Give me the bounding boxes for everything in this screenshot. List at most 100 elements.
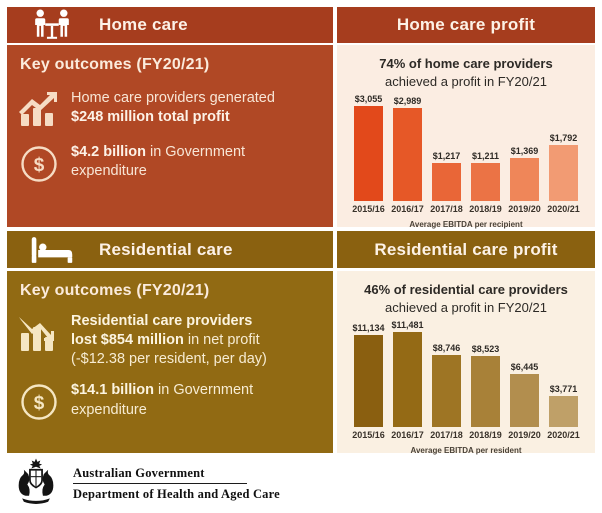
bar-year-label: 2015/16 <box>352 430 385 441</box>
bar-year-label: 2020/21 <box>547 430 580 441</box>
bar <box>432 163 461 202</box>
residential-key-outcomes-title: Key outcomes (FY20/21) <box>20 282 210 299</box>
home-profit-bullet: Home care providers generated $248 milli… <box>7 89 333 128</box>
home-expenditure-line2: expenditure <box>71 163 147 180</box>
bar-year-label: 2019/20 <box>508 430 541 441</box>
decline-chart-icon <box>7 313 71 353</box>
bar-column: $8,523 <box>467 344 504 428</box>
bars-row: $11,134 $11,481 $8,746 $8,523 $6,445 $3,771 <box>337 319 595 428</box>
bar-value-label: $1,211 <box>471 151 500 162</box>
footer-divider <box>73 482 247 484</box>
footer: Australian Government Department of Heal… <box>10 456 280 511</box>
home-expenditure-rest: in Government <box>145 144 246 160</box>
home-chart-caption: Average EBITDA per recipient <box>409 220 523 230</box>
bar-column: $8,746 <box>428 343 465 428</box>
residential-loss-text: Residential care providers lost $854 mil… <box>71 312 267 369</box>
bar-year-label: 2018/19 <box>469 430 502 441</box>
residential-expenditure-text: $14.1 billion in Government expenditure <box>71 381 253 419</box>
years-row: 2015/16 2016/17 2017/18 2018/19 2019/20 2020/… <box>337 204 595 214</box>
svg-text:$: $ <box>34 155 45 176</box>
home-care-profit-header: Home care profit <box>337 7 595 43</box>
home-chart-headline: 74% of home care providers achieved a pr… <box>337 55 595 90</box>
home-chart-headline-rest: achieved a profit in FY20/21 <box>385 73 547 89</box>
bar-value-label: $11,481 <box>391 320 424 331</box>
australian-coat-of-arms-logo <box>10 456 62 511</box>
years-row: 2015/16 2016/17 2017/18 2018/19 2019/20 2020/… <box>337 430 595 440</box>
bar <box>510 158 539 202</box>
meeting-table-icon <box>29 9 75 41</box>
bar-column: $3,771 <box>545 384 582 428</box>
residential-care-title: Residential care <box>99 239 233 259</box>
bar <box>432 355 461 428</box>
bar-value-label: $1,217 <box>432 151 461 162</box>
residential-chart-caption: Average EBITDA per resident <box>410 446 522 456</box>
bar-column: $3,055 <box>350 94 387 202</box>
residential-expenditure-amount: $14.1 billion <box>71 382 154 399</box>
bar-column: $2,989 <box>389 96 426 202</box>
bar <box>549 396 578 428</box>
home-key-outcomes-title: Key outcomes (FY20/21) <box>20 56 210 73</box>
residential-loss-line2-rest: in net profit <box>183 332 260 349</box>
bar-column: $11,481 <box>389 320 426 428</box>
bar <box>354 106 383 202</box>
home-key-outcomes-panel: Key outcomes (FY20/21) Home care provide… <box>7 45 333 227</box>
home-chart-headline-bold: 74% of home care providers <box>379 56 553 71</box>
residential-chart-headline-bold: 46% of residential care providers <box>364 282 568 297</box>
bar <box>510 374 539 428</box>
residential-key-outcomes-panel: Key outcomes (FY20/21) Residential care … <box>7 271 333 453</box>
bar <box>471 356 500 428</box>
bar <box>549 145 578 202</box>
bar-value-label: $3,771 <box>549 384 578 395</box>
home-profit-line1: Home care providers generated <box>71 90 275 106</box>
bar-year-label: 2017/18 <box>430 430 463 441</box>
footer-text: Australian Government Department of Heal… <box>73 466 280 502</box>
residential-loss-line1: Residential care providers <box>71 313 253 329</box>
bar-value-label: $8,746 <box>432 343 461 354</box>
bar-year-label: 2016/17 <box>391 204 424 215</box>
bar <box>393 332 422 428</box>
department-name: Department of Health and Aged Care <box>73 486 280 501</box>
residential-loss-bullet: Residential care providers lost $854 mil… <box>7 312 333 369</box>
residential-care-profit-title: Residential care profit <box>374 239 558 259</box>
bar-column: $6,445 <box>506 362 543 428</box>
bar <box>393 108 422 202</box>
svg-text:$: $ <box>34 393 45 414</box>
bar-value-label: $8,523 <box>471 344 500 355</box>
bar <box>354 335 383 428</box>
bar-value-label: $6,445 <box>510 362 539 373</box>
home-expenditure-amount: $4.2 billion <box>71 144 146 160</box>
home-care-title: Home care <box>99 15 188 34</box>
home-care-profit-title: Home care profit <box>396 15 536 34</box>
bars-row: $3,055 $2,989 $1,217 $1,211 $1,369 $1,792 <box>337 93 595 202</box>
bar-year-label: 2018/19 <box>469 204 502 215</box>
home-care-profit-chart-panel: 74% of home care providers achieved a pr… <box>337 45 595 230</box>
bar-year-label: 2015/16 <box>352 204 385 215</box>
residential-expenditure-line2: expenditure <box>71 401 147 418</box>
bar-column: $1,217 <box>428 151 465 202</box>
bar-value-label: $1,792 <box>549 133 578 144</box>
growth-chart-icon <box>7 90 71 128</box>
residential-care-profit-header: Residential care profit <box>337 231 595 268</box>
bar-column: $1,792 <box>545 133 582 202</box>
government-name: Australian Government <box>73 465 205 480</box>
bar-year-label: 2020/21 <box>547 204 580 215</box>
bar-year-label: 2019/20 <box>508 204 541 215</box>
residential-loss-line2-bold: lost $854 million <box>71 332 184 349</box>
bar-year-label: 2017/18 <box>430 204 463 215</box>
bar-year-label: 2016/17 <box>391 430 424 441</box>
bar-column: $11,134 <box>350 323 387 428</box>
residential-care-header: Residential care <box>7 231 333 268</box>
home-profit-line2: $248 million total profit <box>71 109 230 126</box>
bar <box>471 163 500 202</box>
bar-value-label: $1,369 <box>510 146 539 157</box>
residential-chart-headline: 46% of residential care providers achiev… <box>337 281 595 316</box>
bar-value-label: $3,055 <box>354 94 383 105</box>
bar-column: $1,369 <box>506 146 543 202</box>
dollar-circle-icon: $ <box>7 144 71 184</box>
bar-value-label: $2,989 <box>393 96 422 107</box>
home-profit-text: Home care providers generated $248 milli… <box>71 89 275 127</box>
home-care-header: Home care <box>7 7 333 43</box>
residential-care-profit-chart-panel: 46% of residential care providers achiev… <box>337 271 595 456</box>
residential-expenditure-bullet: $ $14.1 billion in Government expenditur… <box>7 381 333 422</box>
